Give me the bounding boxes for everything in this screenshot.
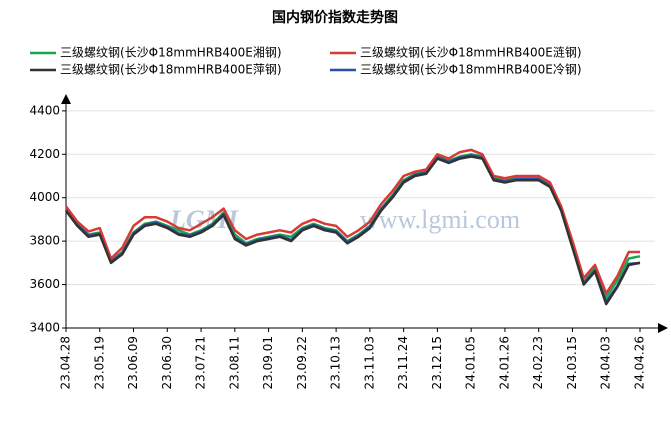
x-tick-label: 24.02.23: [531, 336, 545, 389]
x-arrow: [658, 323, 668, 333]
x-tick-label: 24.01.26: [497, 336, 511, 389]
chart-title: 国内钢价指数走势图: [272, 9, 398, 26]
watermark: www.lgmi.com: [360, 205, 520, 234]
x-tick-label: 24.04.03: [599, 336, 613, 389]
x-tick-label: 23.09.01: [261, 336, 275, 389]
x-tick-label: 23.09.22: [295, 336, 309, 389]
x-tick-label: 23.04.28: [59, 336, 73, 389]
x-tick-label: 23.12.15: [430, 336, 444, 389]
y-tick-label: 4200: [29, 147, 60, 161]
y-tick-label: 4400: [29, 103, 60, 117]
x-tick-label: 23.08.11: [227, 336, 241, 389]
legend-label: 三级螺纹钢(长沙Φ18mmHRB400E萍钢): [60, 63, 282, 77]
x-tick-label: 23.10.13: [329, 336, 343, 389]
series-line: [64, 148, 640, 295]
legend-label: 三级螺纹钢(长沙Φ18mmHRB400E涟钢): [360, 45, 582, 60]
y-tick-label: 3800: [29, 234, 60, 248]
x-tick-label: 23.07.21: [194, 336, 208, 389]
y-tick-label: 3400: [29, 321, 60, 335]
x-tick-label: 23.11.24: [396, 336, 410, 389]
x-tick-label: 23.06.09: [126, 336, 140, 389]
series-line: [64, 153, 641, 299]
x-tick-label: 23.06.30: [160, 336, 174, 389]
y-arrow: [61, 94, 71, 104]
x-tick-label: 24.04.26: [633, 336, 647, 389]
series-line: [64, 154, 641, 304]
x-tick-label: 23.11.03: [362, 336, 376, 389]
x-tick-label: 24.03.15: [565, 336, 579, 389]
series-line: [64, 155, 641, 306]
y-tick-label: 3600: [29, 277, 60, 291]
x-tick-label: 24.01.05: [464, 336, 478, 389]
legend-label: 三级螺纹钢(长沙Φ18mmHRB400E湘钢): [60, 45, 282, 60]
y-tick-label: 4000: [29, 190, 60, 204]
x-tick-label: 23.05.19: [92, 336, 106, 389]
legend-label: 三级螺纹钢(长沙Φ18mmHRB400E冷钢): [360, 63, 582, 77]
